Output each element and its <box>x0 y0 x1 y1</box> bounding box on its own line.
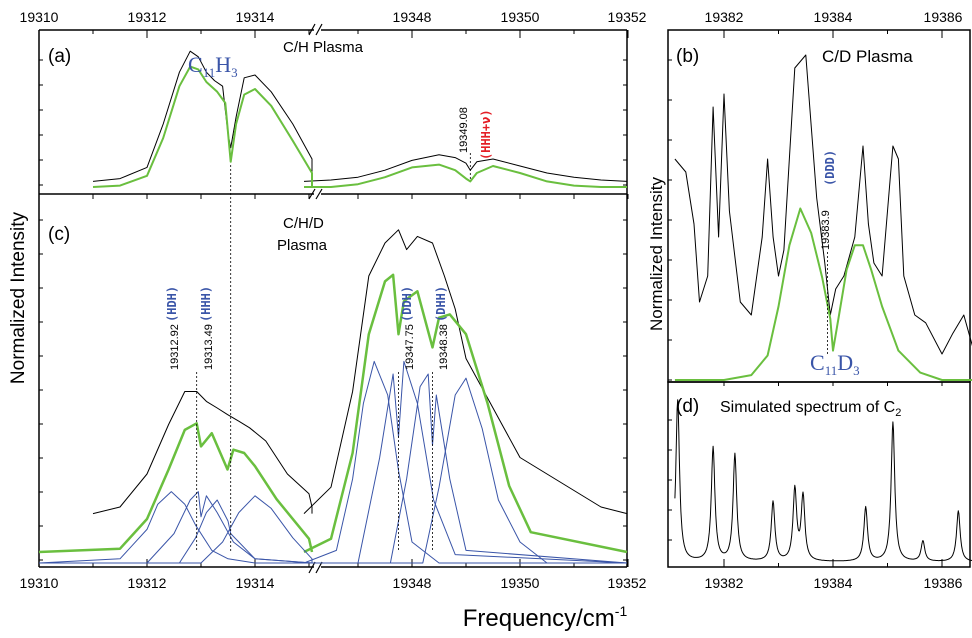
series-c1-total-fit-part-0 <box>38 422 314 554</box>
marker-lines <box>196 153 828 552</box>
right-bottom-tick-19382: 19382 <box>705 575 744 591</box>
y-axis-label-right: Normalized Intensity <box>647 177 666 332</box>
panel-b-line-label: (DDD) <box>823 150 837 186</box>
right-panel-frame <box>667 29 971 568</box>
panel-c-line4-value: 19348.38 <box>438 324 450 370</box>
panel-a-tag: (a) <box>48 46 71 67</box>
panel-b-title: C/D Plasma <box>822 47 913 66</box>
bottom-tick-19310: 19310 <box>20 575 59 591</box>
series-a1-c11h3-simulation-part-0 <box>92 65 313 188</box>
panel-c-title-1: C/H/D <box>283 215 324 232</box>
panel-c-tag: (c) <box>48 224 70 245</box>
right-top-tick-19386: 19386 <box>924 9 963 25</box>
panel-d-tag: (d) <box>676 396 699 417</box>
panel-d-title: Simulated spectrum of C2 <box>720 399 901 419</box>
series-c5-component-4-part-0 <box>39 495 313 564</box>
panel-c-line4-label: (DHH) <box>434 286 448 322</box>
top-tick-19314: 19314 <box>236 9 275 25</box>
series-c4-component-3-part-0 <box>39 499 313 564</box>
x-axis-label: Frequency/cm-1 <box>463 603 628 632</box>
panel-a-line-value: 19349.08 <box>458 107 470 153</box>
series-a0-c-h-plasma-experiment-part-1 <box>303 154 628 182</box>
series-c2-hdh-component-part-0 <box>38 491 312 564</box>
panel-c-line3-label: (DDH) <box>400 286 414 322</box>
panel-c-line1-label: (HDH) <box>165 286 179 322</box>
bottom-tick-19350: 19350 <box>501 575 540 591</box>
axis-break-bottom <box>308 561 323 574</box>
panel-a-title: C/H Plasma <box>283 39 364 56</box>
left-panel-frame <box>38 23 628 574</box>
x-axis-label-sup: -1 <box>615 603 628 619</box>
bottom-tick-19312: 19312 <box>128 575 167 591</box>
series-c8-component-7-part-1 <box>304 373 628 564</box>
series-b0-c-d-plasma-experiment-part-0 <box>674 54 972 355</box>
top-tick-19348: 19348 <box>393 9 432 25</box>
top-tick-19310: 19310 <box>20 9 59 25</box>
axis-break-top <box>308 23 323 36</box>
series-b1-c11d3-simulation-part-0 <box>674 207 972 381</box>
panel-c-line2-value: 19313.49 <box>203 324 215 370</box>
right-bottom-tick-19386: 19386 <box>924 575 963 591</box>
series-d0-simulated-c2-part-0 <box>674 399 972 562</box>
axis-break-middle <box>308 188 323 200</box>
series-c7-dhh-component-part-1 <box>304 360 628 564</box>
spectra-curves <box>38 50 972 564</box>
axis-ticks <box>38 30 943 567</box>
panel-c-line2-label: (HHH) <box>199 286 213 322</box>
bottom-tick-19352: 19352 <box>608 575 647 591</box>
panel-c-line3-value: 19347.75 <box>404 324 416 370</box>
series-a1-c11h3-simulation-part-1 <box>304 163 627 188</box>
series-c0-c-h-d-plasma-experiment-part-0 <box>92 391 313 515</box>
panel-c-title-2: Plasma <box>277 237 328 254</box>
panel-a-species: C11H3 <box>188 52 238 80</box>
top-tick-19350: 19350 <box>501 9 540 25</box>
top-tick-19352: 19352 <box>608 9 647 25</box>
panel-b-tag: (b) <box>676 46 699 67</box>
bottom-tick-19314: 19314 <box>236 575 275 591</box>
series-c1-total-fit-part-1 <box>303 273 628 554</box>
series-c0-c-h-d-plasma-experiment-part-1 <box>303 229 628 515</box>
right-bottom-tick-19384: 19384 <box>814 575 853 591</box>
bottom-tick-19348: 19348 <box>393 575 432 591</box>
series-c3-hhh-component-part-0 <box>39 491 313 564</box>
top-tick-19312: 19312 <box>128 9 167 25</box>
right-top-tick-19382: 19382 <box>705 9 744 25</box>
panel-b-line-value: 19383.9 <box>820 210 832 250</box>
panel-b-species: C11D3 <box>810 350 860 378</box>
series-c9-component-8-part-1 <box>304 377 627 564</box>
panel-c-line1-value: 19312.92 <box>169 324 181 370</box>
panel-a-line-label: (HHH+ν) <box>479 109 493 160</box>
right-top-tick-19384: 19384 <box>814 9 853 25</box>
y-axis-label-left: Normalized Intensity <box>8 211 29 384</box>
